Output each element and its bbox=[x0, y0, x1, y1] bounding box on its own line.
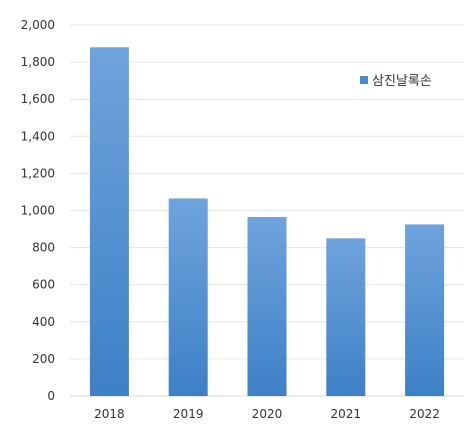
y-tick-label: 2,000 bbox=[21, 18, 55, 32]
bar-2022 bbox=[405, 224, 445, 396]
x-tick-label: 2022 bbox=[409, 407, 440, 421]
bar-2018 bbox=[89, 47, 129, 396]
x-tick-label: 2021 bbox=[331, 407, 362, 421]
y-axis-ticks: 0 200 400 600 800 1,000 1,200 1,400 1,600 1,800 2,… bbox=[21, 18, 55, 403]
x-tick-label: 2019 bbox=[173, 407, 204, 421]
y-tick-label: 0 bbox=[47, 389, 55, 403]
legend-label: 삼진날록손 bbox=[372, 74, 432, 89]
y-tick-label: 1,000 bbox=[21, 204, 55, 218]
bar-2021 bbox=[326, 238, 366, 396]
legend: 삼진날록손 bbox=[360, 74, 432, 89]
x-tick-label: 2020 bbox=[252, 407, 283, 421]
y-tick-label: 200 bbox=[32, 352, 55, 366]
y-tick-label: 1,800 bbox=[21, 55, 55, 69]
bar-2019 bbox=[168, 198, 208, 396]
y-tick-label: 1,600 bbox=[21, 92, 55, 106]
legend-swatch bbox=[360, 76, 368, 84]
x-axis-ticks: 2018 2019 2020 2021 2022 bbox=[94, 407, 440, 421]
y-tick-label: 1,200 bbox=[21, 166, 55, 180]
y-tick-label: 400 bbox=[32, 315, 55, 329]
y-tick-label: 800 bbox=[32, 241, 55, 255]
y-tick-label: 600 bbox=[32, 278, 55, 292]
x-tick-label: 2018 bbox=[94, 407, 125, 421]
y-tick-label: 1,400 bbox=[21, 129, 55, 143]
bar-2020 bbox=[247, 216, 287, 396]
bars bbox=[89, 47, 445, 396]
